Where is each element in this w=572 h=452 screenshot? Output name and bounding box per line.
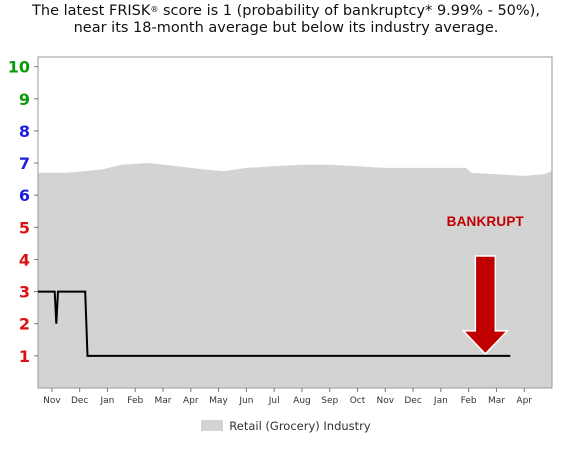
x-tick-label: Dec	[71, 396, 88, 406]
y-tick-label: 8	[19, 122, 30, 141]
x-tick-label: Aug	[293, 396, 311, 406]
frisk-score-line	[38, 290, 511, 357]
plot-frame	[37, 56, 553, 389]
y-tick-label: 6	[19, 186, 30, 205]
x-tick-label: May	[209, 396, 228, 406]
x-tick-label: Nov	[377, 396, 395, 406]
x-tick-label: Dec	[404, 396, 421, 406]
y-tick-label: 10	[8, 58, 30, 77]
x-tick-label: Jan	[100, 396, 115, 406]
x-tick-label: Apr	[183, 396, 199, 406]
registered-mark: ®	[150, 5, 159, 14]
x-tick-label: Oct	[350, 396, 366, 406]
bankrupt-arrow	[461, 255, 510, 355]
chart-legend: Retail (Grocery) Industry	[0, 419, 572, 433]
x-tick-label: Sep	[321, 396, 338, 406]
headline-line-2: near its 18-month average but below its …	[73, 20, 499, 36]
x-tick-label: Feb	[461, 396, 477, 406]
legend-label-industry: Retail (Grocery) Industry	[229, 419, 371, 433]
y-tick-label: 2	[19, 315, 30, 334]
y-tick-label: 1	[19, 347, 30, 366]
x-tick-label: Jan	[433, 396, 448, 406]
headline-text-end: score is 1 (probability of bankruptcy* 9…	[158, 3, 540, 19]
x-tick-label: Feb	[127, 396, 143, 406]
y-tick-label: 7	[19, 154, 30, 173]
industry-area	[38, 163, 552, 388]
bankrupt-label: BANKRUPT	[447, 214, 525, 229]
y-tick-label: 4	[19, 250, 30, 269]
y-tick-label: 5	[19, 218, 30, 237]
x-tick-label: Jun	[238, 396, 253, 406]
x-tick-label: Apr	[516, 396, 532, 406]
headline-text-start: The latest FRISK	[32, 3, 151, 19]
x-tick-label: Nov	[43, 396, 61, 406]
headline-line-1: The latest FRISK® score is 1 (probabilit…	[0, 3, 572, 20]
x-tick-label: Jul	[268, 396, 280, 406]
legend-swatch-industry	[201, 420, 224, 431]
y-tick-label: 3	[19, 283, 30, 302]
chart-headline: The latest FRISK® score is 1 (probabilit…	[0, 3, 572, 37]
y-tick-label: 9	[19, 90, 30, 109]
x-tick-label: Mar	[155, 396, 172, 406]
x-tick-label: Mar	[488, 396, 505, 406]
